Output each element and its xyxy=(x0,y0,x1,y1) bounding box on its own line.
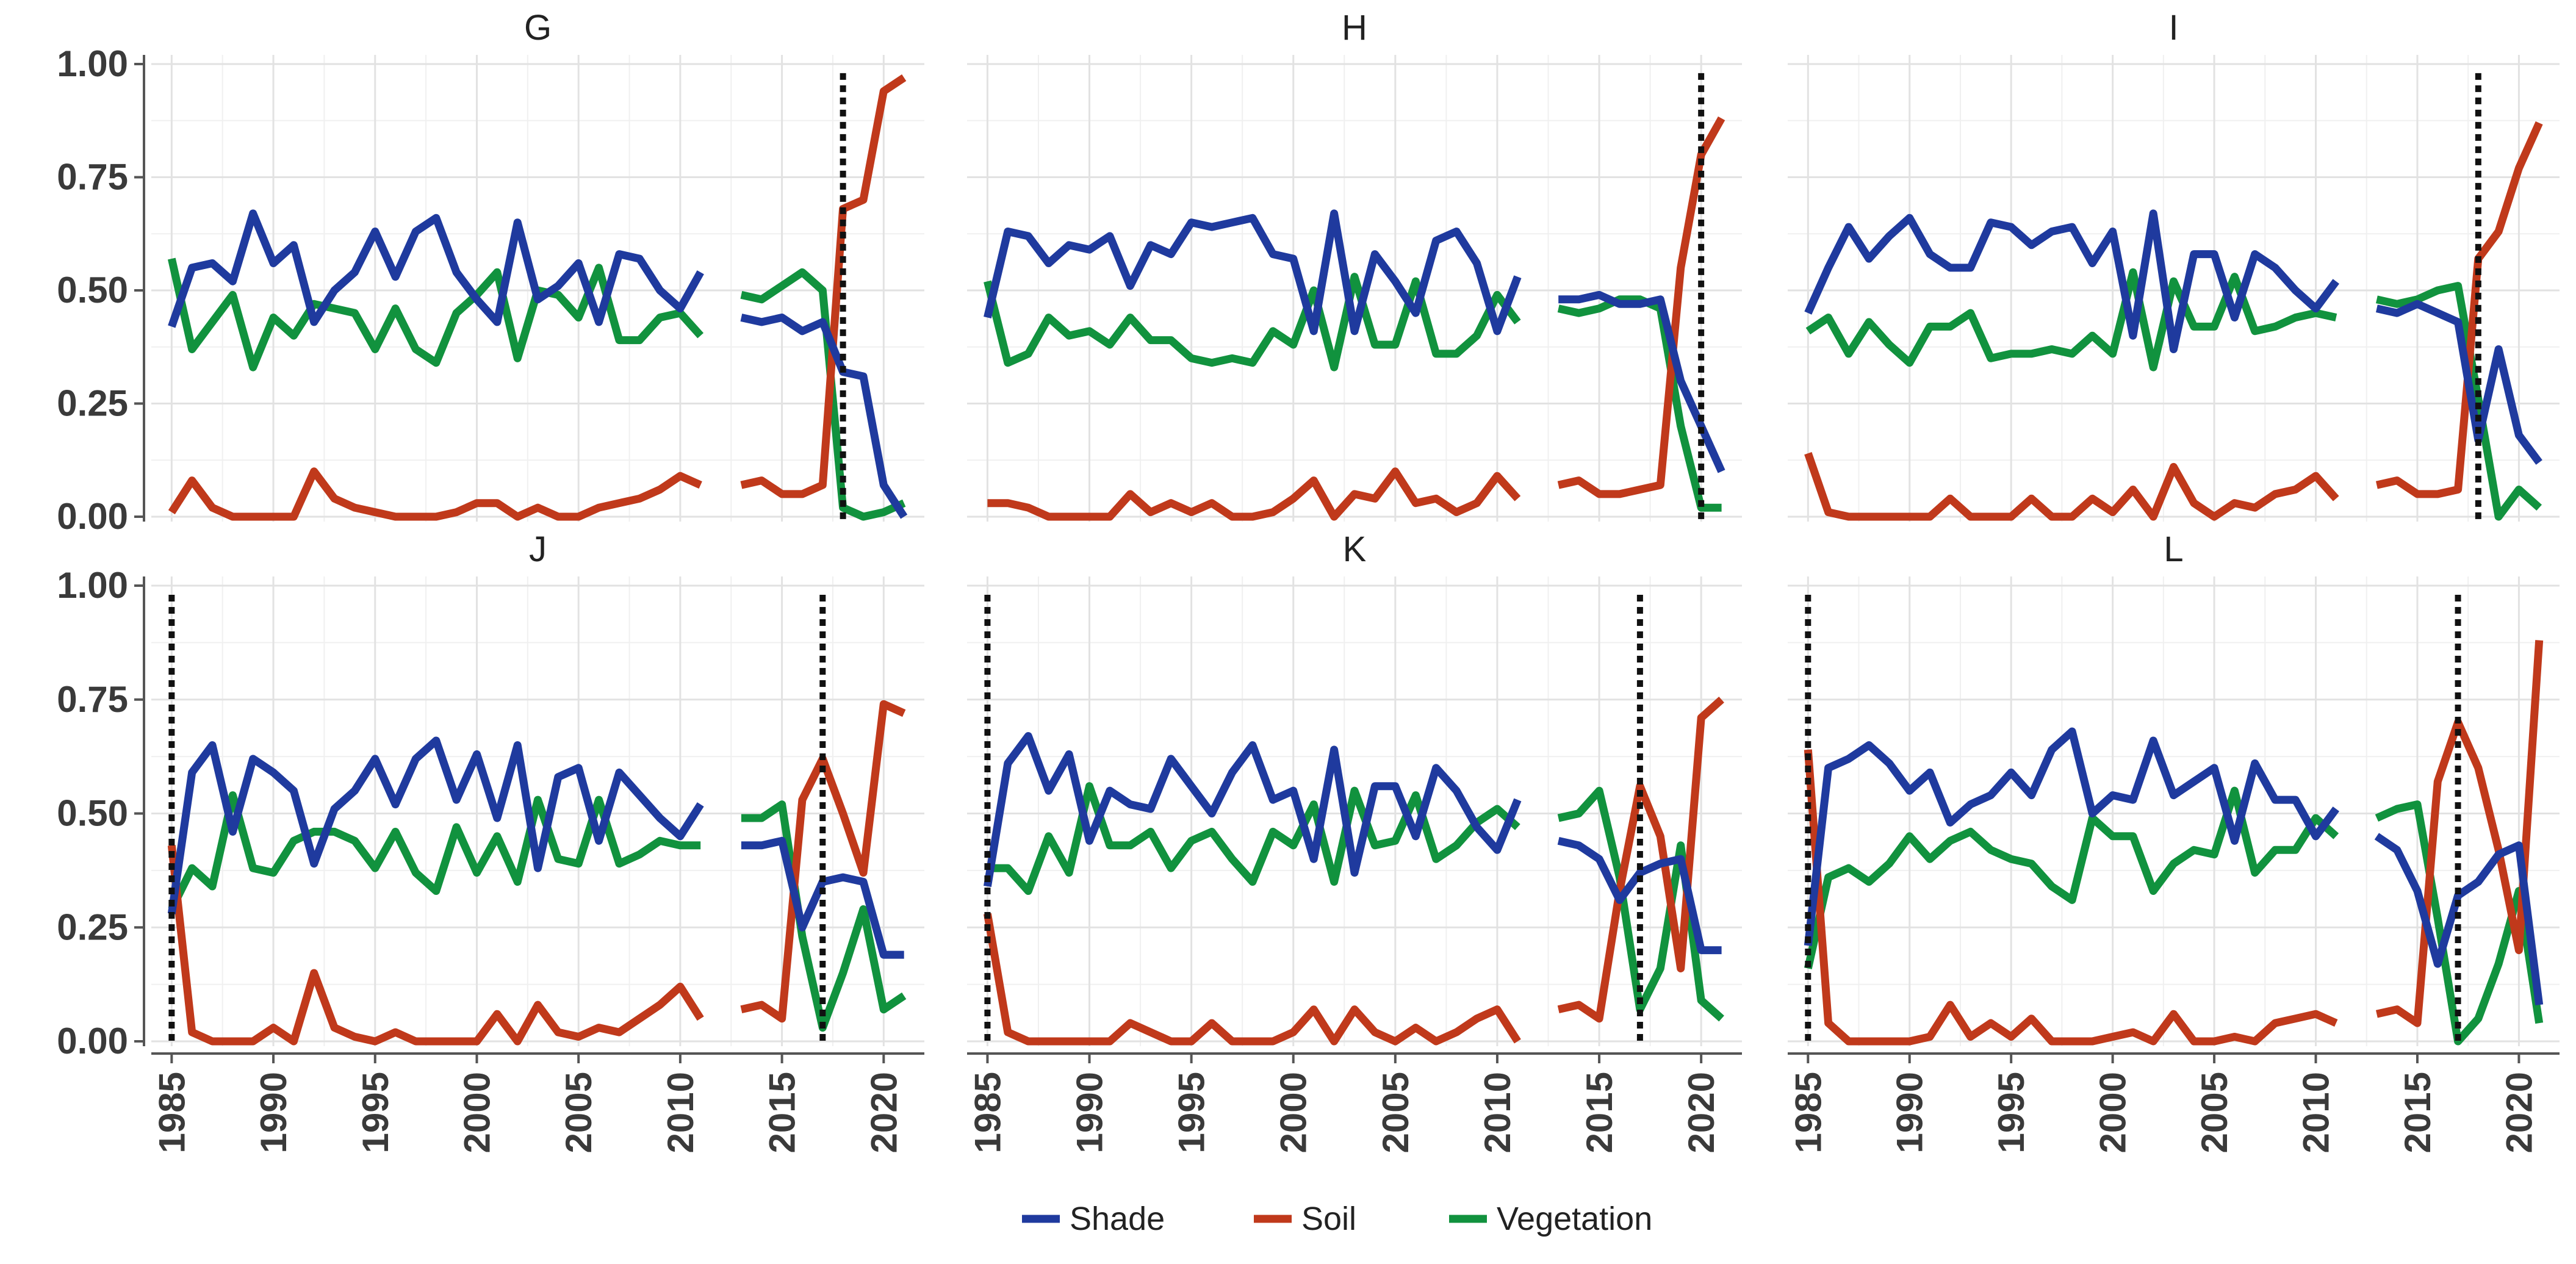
legend-item-vegetation: Vegetation xyxy=(1449,1201,1652,1237)
series-line-vegetation-early xyxy=(167,257,704,372)
series-line-soil-late xyxy=(740,74,907,498)
y-tick-label: 0.75 xyxy=(57,157,128,198)
chart-axes: 0.00 0.25 0.50 0.75 1.00 0.00 0.25 0.50 0.75 1.00… xyxy=(57,43,2560,1153)
legend-label: Vegetation xyxy=(1497,1201,1652,1237)
series-line-vegetation-late xyxy=(1557,295,1722,512)
series-line-vegetation-early xyxy=(1804,786,2339,969)
panel-title: L xyxy=(2164,530,2183,569)
x-tick-label: 2015 xyxy=(762,1072,803,1153)
panel-title: H xyxy=(1342,8,1367,48)
series-line-shade-early xyxy=(983,732,1522,888)
panel-g: G xyxy=(151,8,924,522)
x-tick-label: 1985 xyxy=(1788,1072,1829,1153)
x-tick-label: 1990 xyxy=(1890,1072,1930,1153)
x-tick-label: 2020 xyxy=(2499,1072,2539,1153)
series-line-shade-early xyxy=(168,209,704,328)
panel-k: K xyxy=(967,530,1742,1046)
series-line-vegetation-late xyxy=(2375,282,2542,521)
x-tick-label: 2020 xyxy=(863,1072,904,1153)
series-line-soil-early xyxy=(1804,451,2339,521)
series-line-shade-late xyxy=(2374,833,2544,1006)
chart-panels: G H I J K L xyxy=(151,8,2560,1046)
series-line-shade-early xyxy=(984,209,1522,336)
series-line-soil-late xyxy=(1557,696,1724,1023)
series-line-soil-late xyxy=(1557,116,1725,498)
series-line-soil-early xyxy=(168,467,702,521)
series-line-soil-late xyxy=(2375,121,2543,498)
y-tick-label: 0.00 xyxy=(57,496,128,537)
x-tick-label: 2010 xyxy=(2296,1072,2337,1153)
y-tick-label: 0.75 xyxy=(57,679,128,720)
y-tick-label: 0.50 xyxy=(57,270,128,311)
x-tick-label: 2000 xyxy=(1273,1072,1314,1153)
legend-item-soil: Soil xyxy=(1254,1201,1356,1237)
panel-title: J xyxy=(529,530,547,569)
x-tick-label: 2000 xyxy=(2093,1072,2134,1153)
x-tick-label: 1990 xyxy=(253,1072,294,1153)
x-tick-label: 2010 xyxy=(660,1072,701,1153)
x-tick-label: 2010 xyxy=(1477,1072,1518,1153)
x-tick-label: 2005 xyxy=(1375,1072,1416,1153)
y-tick-label: 0.25 xyxy=(57,383,128,424)
x-tick-label: 1985 xyxy=(967,1072,1008,1153)
series-line-vegetation-early xyxy=(987,782,1520,895)
panel-title: G xyxy=(524,8,552,48)
y-tick-label: 1.00 xyxy=(57,565,128,606)
x-tick-label: 1995 xyxy=(355,1072,396,1153)
series-line-vegetation-late xyxy=(1557,786,1724,1022)
x-tick-label: 1985 xyxy=(151,1072,192,1153)
series-line-soil-early xyxy=(167,845,704,1046)
series-line-shade-late xyxy=(2375,300,2542,465)
series-line-shade-late xyxy=(1557,836,1722,955)
panel-h: H xyxy=(967,8,1742,522)
x-tick-label: 1995 xyxy=(1991,1072,2032,1153)
series-line-shade-late xyxy=(740,314,908,519)
y-tick-label: 0.50 xyxy=(57,793,128,834)
series-line-soil-early xyxy=(1804,749,2338,1046)
series-line-soil-early xyxy=(983,913,1521,1046)
series-line-shade-early xyxy=(1804,727,2340,946)
series-line-shade-early xyxy=(1804,209,2340,353)
series-line-shade-late xyxy=(1558,290,1725,473)
x-tick-label: 1990 xyxy=(1070,1072,1110,1153)
chart-legend: Shade Soil Vegetation xyxy=(1022,1201,1652,1237)
series-line-vegetation-early xyxy=(1805,268,2337,372)
series-line-shade-early xyxy=(167,736,704,914)
y-tick-label: 0.25 xyxy=(57,907,128,947)
panel-j: J xyxy=(151,530,924,1046)
x-tick-label: 2020 xyxy=(1681,1072,1722,1153)
panel-l: L xyxy=(1788,530,2560,1046)
legend-label: Soil xyxy=(1301,1201,1356,1237)
legend-item-shade: Shade xyxy=(1022,1201,1165,1237)
series-line-vegetation-late xyxy=(740,268,906,521)
x-tick-label: 1995 xyxy=(1171,1072,1212,1153)
series-line-vegetation-early xyxy=(168,791,701,911)
x-tick-label: 2005 xyxy=(558,1072,599,1153)
panel-i: I xyxy=(1788,8,2560,522)
series-line-soil-early xyxy=(987,467,1521,521)
x-tick-label: 2015 xyxy=(2397,1072,2438,1153)
panel-title: I xyxy=(2168,8,2178,48)
x-tick-label: 2000 xyxy=(457,1072,498,1153)
y-tick-label: 1.00 xyxy=(57,43,128,84)
series-line-vegetation-early xyxy=(984,273,1521,372)
x-tick-label: 2005 xyxy=(2194,1072,2235,1153)
y-tick-label: 0.00 xyxy=(57,1021,128,1061)
panel-title: K xyxy=(1343,530,1367,569)
legend-label: Shade xyxy=(1070,1201,1165,1237)
x-tick-label: 2015 xyxy=(1579,1072,1620,1153)
